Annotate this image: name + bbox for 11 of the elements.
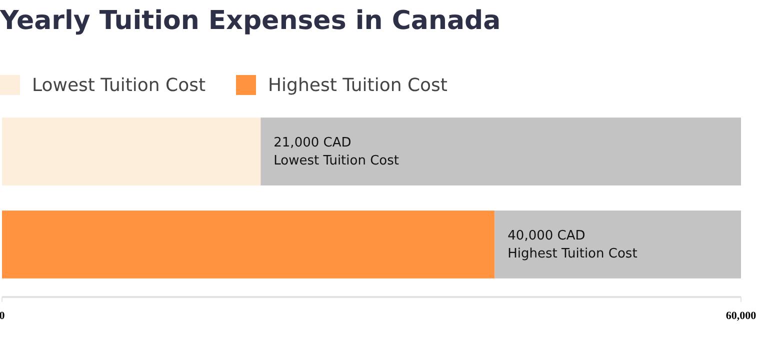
bar: [2, 210, 495, 278]
legend-label: Highest Tuition Cost: [268, 75, 448, 96]
bar: [260, 118, 741, 186]
chart-title: Yearly Tuition Expenses in Canada: [0, 6, 501, 36]
bar: [2, 118, 261, 186]
bar: [494, 210, 741, 278]
legend-label: Lowest Tuition Cost: [32, 75, 206, 96]
x-tick-label: 60,000: [726, 310, 757, 322]
x-tick-label: 0: [0, 310, 6, 322]
data-label: 21,000 CAD Lowest Tuition Cost: [274, 136, 400, 169]
data-label: 40,000 CAD Highest Tuition Cost: [508, 228, 638, 262]
